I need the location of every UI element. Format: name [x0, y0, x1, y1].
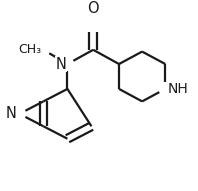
- Text: N: N: [56, 57, 67, 72]
- Text: NH: NH: [168, 82, 189, 96]
- Text: O: O: [87, 1, 99, 16]
- Text: CH₃: CH₃: [18, 43, 41, 56]
- Text: N: N: [5, 106, 16, 121]
